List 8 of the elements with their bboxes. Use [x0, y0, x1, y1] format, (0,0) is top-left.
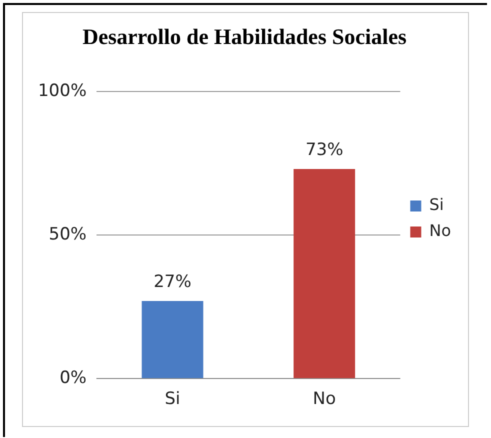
y-tick-label: 0%	[60, 368, 87, 388]
y-tick-label: 100%	[38, 80, 87, 101]
data-label: 27%	[154, 272, 192, 292]
legend-label: No	[429, 221, 452, 240]
chart-title: Desarrollo de Habilidades Sociales	[82, 24, 407, 49]
y-tick-label: 50%	[48, 224, 87, 244]
legend-label: Si	[429, 195, 444, 214]
data-label: 73%	[305, 140, 344, 160]
